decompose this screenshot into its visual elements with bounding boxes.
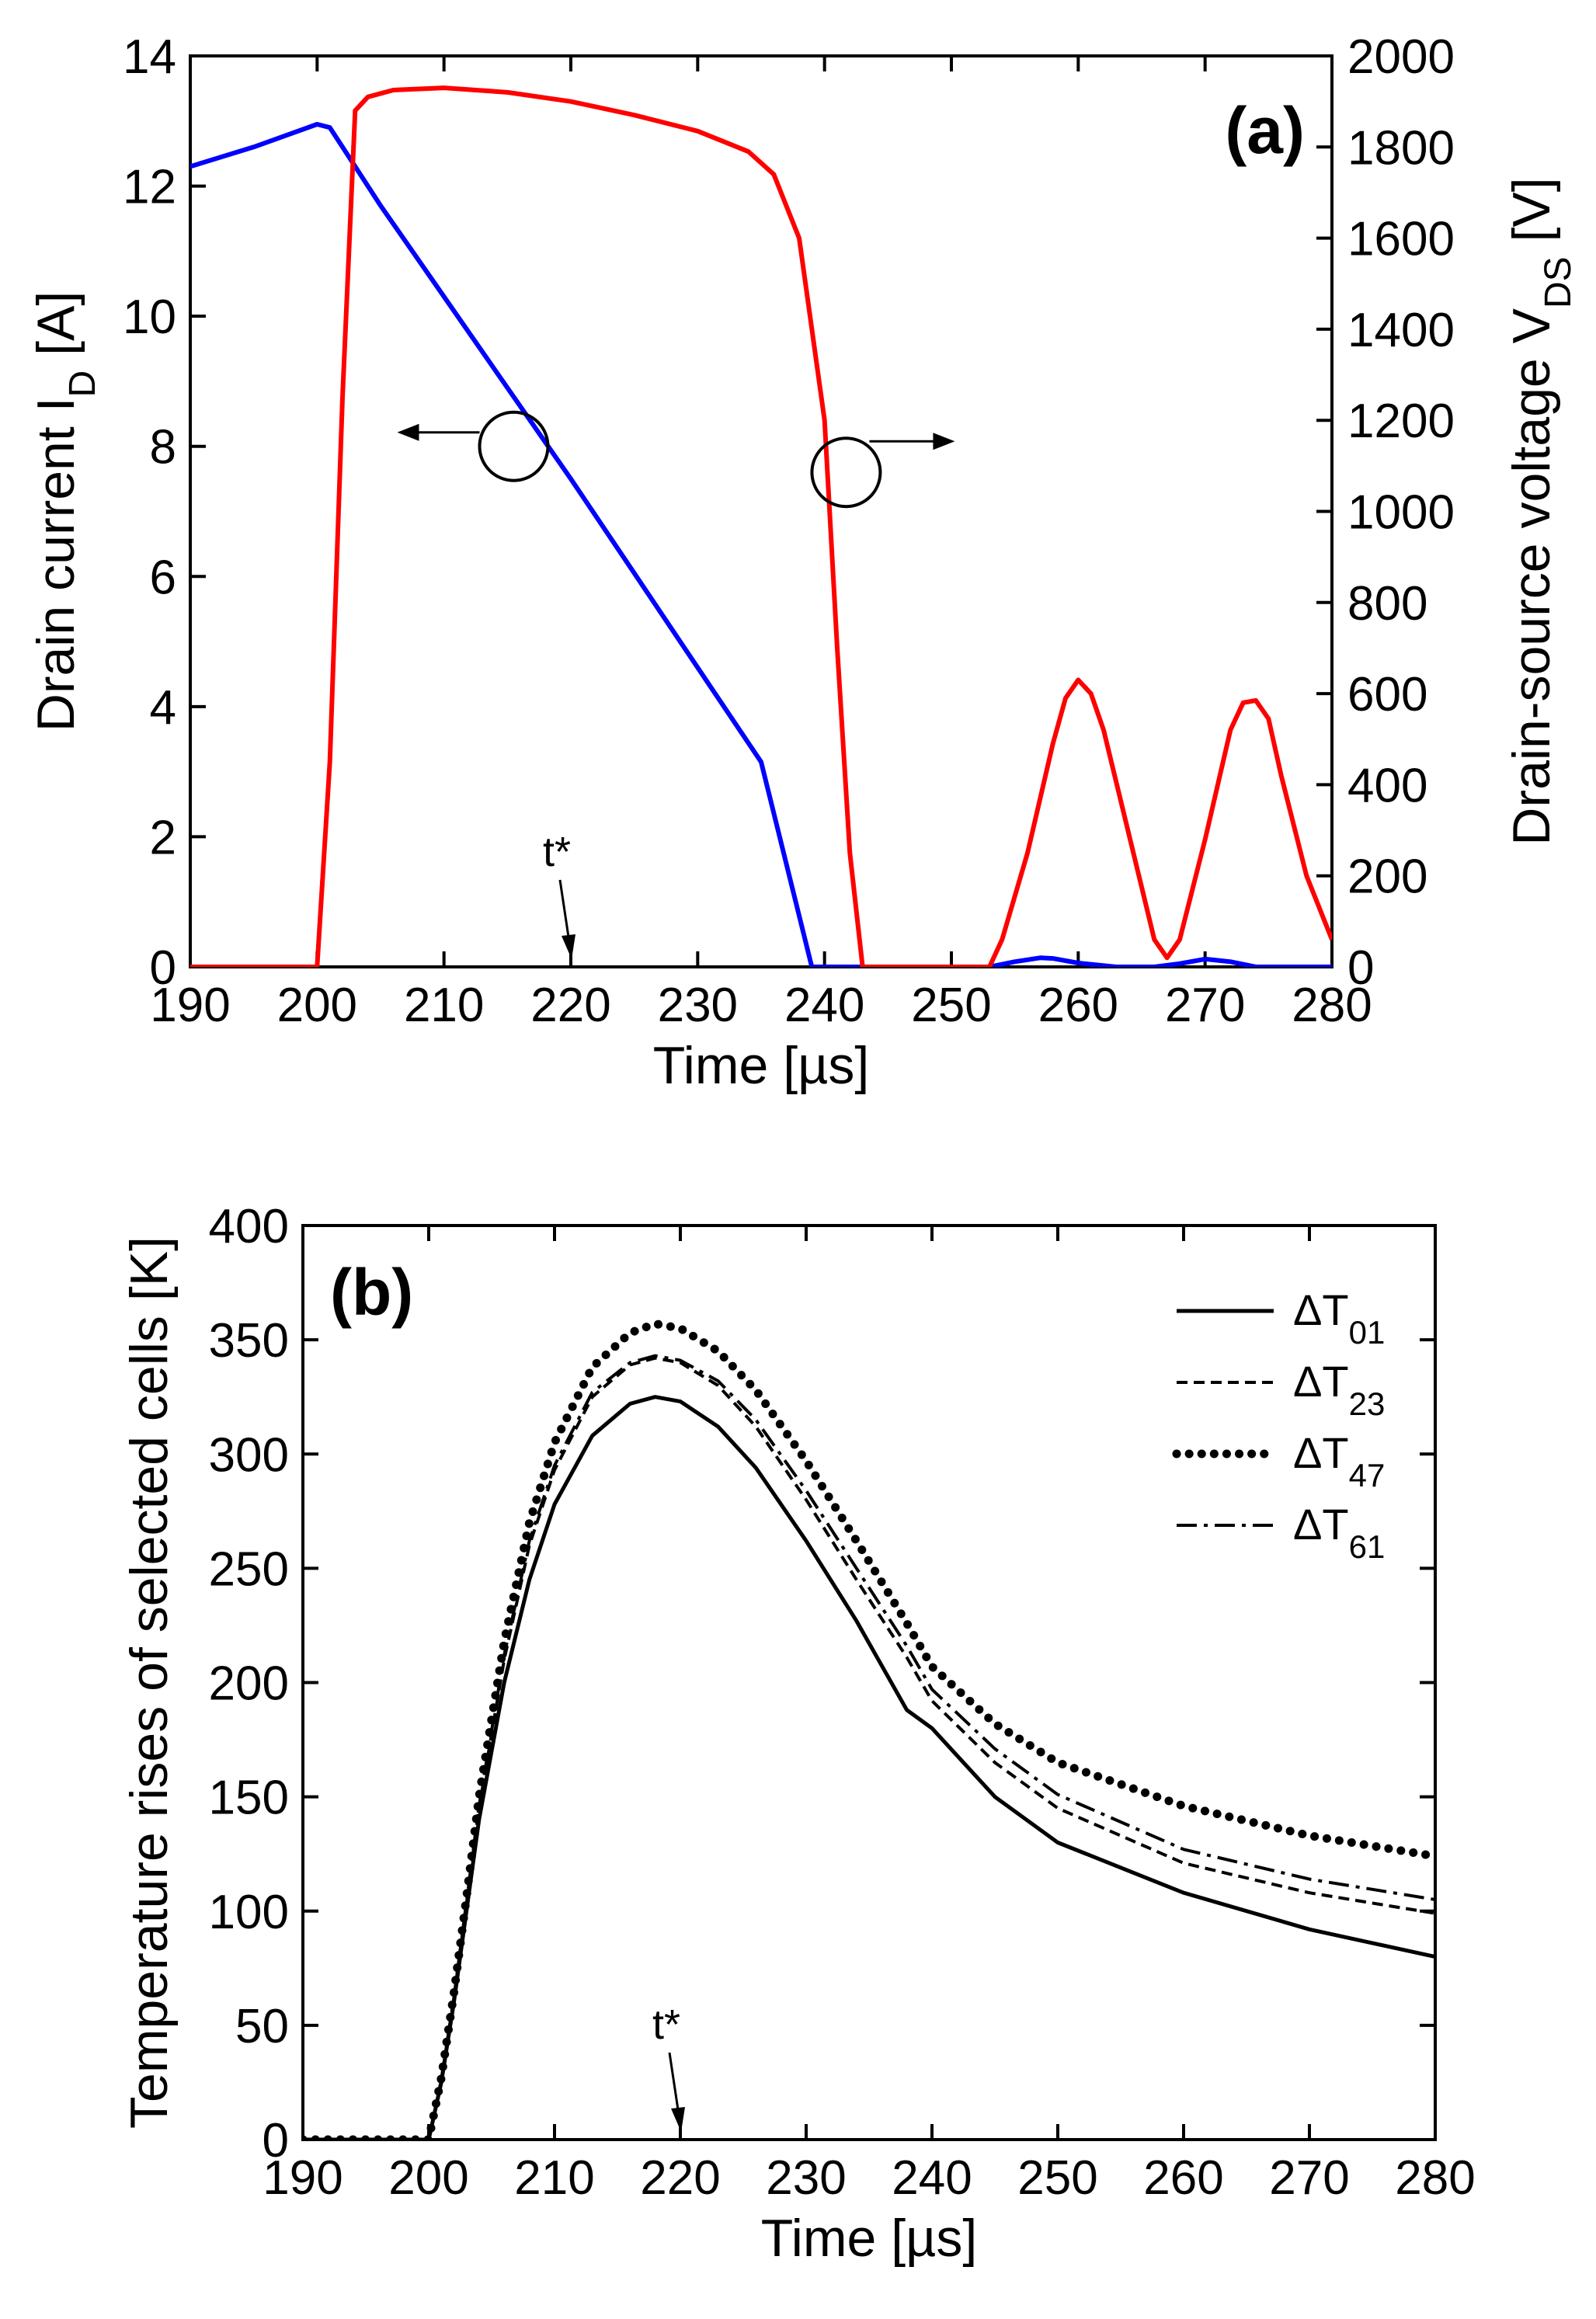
y-tick-label: 4 bbox=[150, 681, 176, 735]
x-tick-label: 210 bbox=[514, 2151, 594, 2205]
x-tick-label: 270 bbox=[1269, 2151, 1349, 2205]
t-star-arrow-head bbox=[562, 934, 575, 959]
y-tick-label: 2 bbox=[150, 811, 176, 864]
y2-tick-label: 200 bbox=[1347, 850, 1427, 904]
x-tick-label: 250 bbox=[1017, 2151, 1097, 2205]
y-tick-label: 6 bbox=[150, 551, 176, 604]
y2-tick-label: 800 bbox=[1347, 577, 1427, 631]
x-tick-label: 280 bbox=[1395, 2151, 1475, 2205]
t-star-label: t* bbox=[543, 829, 571, 875]
x-axis-title: Time [µs] bbox=[761, 2209, 977, 2268]
panel-label-b: (b) bbox=[330, 1256, 413, 1329]
drain-current-line bbox=[190, 122, 1332, 967]
x-tick-label: 260 bbox=[1143, 2151, 1223, 2205]
y2-tick-label: 1800 bbox=[1347, 121, 1455, 175]
y-tick-label: 300 bbox=[209, 1428, 289, 1482]
series-line-solid bbox=[303, 1395, 1435, 2140]
x-tick-label: 200 bbox=[388, 2151, 468, 2205]
t-star-label: t* bbox=[652, 2001, 680, 2048]
y-tick-label: 350 bbox=[209, 1314, 289, 1368]
x-tick-label: 240 bbox=[784, 979, 864, 1032]
legend-label-main: ΔT bbox=[1293, 1357, 1349, 1406]
y-tick-label: 50 bbox=[235, 2000, 289, 2053]
x-tick-label: 220 bbox=[640, 2151, 720, 2205]
y-tick-label: 0 bbox=[150, 941, 176, 995]
y2-tick-label: 1600 bbox=[1347, 213, 1455, 266]
t-star-arrow-shaft bbox=[668, 2052, 680, 2116]
y2-tick-label: 1400 bbox=[1347, 304, 1455, 357]
left-axis-arrow-head bbox=[397, 423, 419, 441]
x-tick-label: 280 bbox=[1292, 979, 1372, 1032]
legend-label: ΔT01 bbox=[1293, 1285, 1385, 1351]
legend-label-subscript: 01 bbox=[1349, 1314, 1386, 1351]
panel-b-chart: 190 200 210 220 230 240 250 260 270 280 0 50 100 150 2… bbox=[120, 1200, 1476, 2268]
legend-label-main: ΔT bbox=[1293, 1428, 1349, 1477]
right-axis-arrow-head bbox=[933, 433, 955, 450]
legend-label-main: ΔT bbox=[1293, 1285, 1349, 1334]
y2-tick-label: 0 bbox=[1347, 941, 1374, 995]
t-star-arrow-shaft bbox=[558, 879, 571, 943]
x-tick-label: 190 bbox=[263, 2151, 342, 2205]
x-tick-label: 230 bbox=[658, 979, 738, 1032]
y-tick-label: 0 bbox=[263, 2114, 289, 2168]
panel-a-chart: 190 200 210 220 230 240 250 260 270 2800246810121… bbox=[26, 30, 1579, 1095]
y2-axis-title-main: Drain-source voltage V bbox=[1502, 308, 1561, 845]
y2-axis-title-subscript: DS bbox=[1538, 256, 1579, 308]
x-tick-label: 260 bbox=[1038, 979, 1118, 1032]
y-axis-title-subscript: D bbox=[62, 370, 103, 398]
left-axis-indicator-circle bbox=[478, 410, 550, 482]
y-tick-label: 250 bbox=[209, 1542, 289, 1596]
right-axis-indicator-circle bbox=[810, 436, 882, 509]
y-tick-label: 100 bbox=[209, 1886, 289, 1939]
t-star-arrow-head bbox=[671, 2107, 685, 2132]
drain-source-voltage-line bbox=[190, 85, 1332, 967]
x-tick-label: 190 bbox=[150, 979, 230, 1032]
y2-axis-title-unit: [V] bbox=[1502, 177, 1561, 256]
legend-label: ΔT61 bbox=[1293, 1500, 1385, 1565]
legend-label-main: ΔT bbox=[1293, 1500, 1349, 1549]
series-line-dotted bbox=[303, 1319, 1435, 2140]
x-tick-label: 210 bbox=[404, 979, 484, 1032]
plot-frame bbox=[189, 54, 1333, 968]
y2-tick-label: 1000 bbox=[1347, 486, 1455, 540]
panel-label-a: (a) bbox=[1225, 94, 1305, 167]
y2-tick-label: 400 bbox=[1347, 759, 1427, 812]
x-tick-label: 200 bbox=[277, 979, 357, 1032]
series-line-dashdot bbox=[303, 1354, 1435, 2140]
y-tick-label: 10 bbox=[123, 290, 176, 344]
y-axis-title-main: Drain current I bbox=[26, 397, 85, 732]
x-tick-label: 230 bbox=[766, 2151, 846, 2205]
y2-tick-label: 600 bbox=[1347, 668, 1427, 721]
y-tick-label: 400 bbox=[209, 1200, 289, 1253]
legend-label: ΔT47 bbox=[1293, 1428, 1385, 1493]
y-tick-label: 8 bbox=[150, 421, 176, 475]
y2-axis-title: Drain-source voltage VDS [V] bbox=[1502, 177, 1579, 845]
y-tick-label: 14 bbox=[123, 30, 176, 84]
x-tick-label: 220 bbox=[530, 979, 610, 1032]
y2-tick-label: 1200 bbox=[1347, 395, 1455, 448]
y-tick-label: 12 bbox=[123, 161, 176, 214]
legend-label-subscript: 47 bbox=[1349, 1457, 1386, 1493]
y-axis-title: Drain current ID [A] bbox=[26, 291, 103, 732]
y-tick-label: 150 bbox=[209, 1771, 289, 1825]
y-tick-label: 200 bbox=[209, 1657, 289, 1711]
x-axis-title: Time [µs] bbox=[653, 1036, 869, 1095]
x-tick-label: 240 bbox=[892, 2151, 972, 2205]
y2-tick-label: 2000 bbox=[1347, 30, 1455, 84]
x-tick-label: 270 bbox=[1165, 979, 1245, 1032]
plot-frame bbox=[301, 1224, 1437, 2141]
y-axis-title-unit: [A] bbox=[26, 291, 85, 370]
legend-label: ΔT23 bbox=[1293, 1357, 1385, 1422]
x-tick-label: 250 bbox=[911, 979, 991, 1032]
y-axis-title: Temperature rises of selected cells [K] bbox=[120, 1236, 179, 2129]
legend-label-subscript: 23 bbox=[1349, 1385, 1386, 1422]
series-line-dashed bbox=[303, 1356, 1435, 2140]
legend-label-subscript: 61 bbox=[1349, 1528, 1386, 1565]
